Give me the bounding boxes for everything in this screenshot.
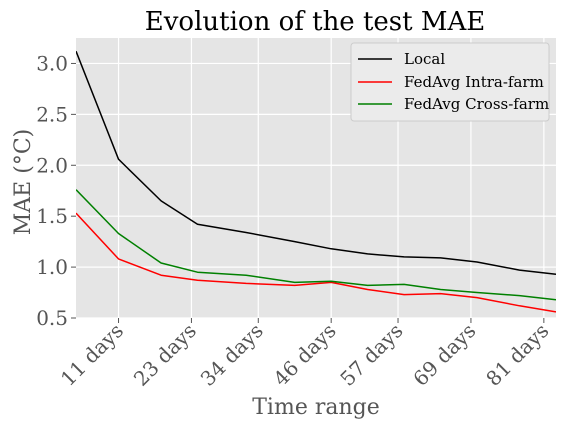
legend-box: [350, 42, 550, 122]
series-line-fedavg-intra-farm: [76, 212, 556, 313]
y-tick-label: 1.5: [36, 204, 68, 228]
y-tick-label: 3.0: [36, 51, 68, 75]
series-layer: [76, 50, 556, 313]
legend-item-local: Local: [358, 50, 445, 68]
x-tick-label: 46 days: [269, 319, 341, 391]
y-tick-label: 0.5: [36, 306, 68, 330]
legend: Local FedAvg Intra-farm FedAvg Cross-far…: [350, 42, 550, 122]
chart-title: Evolution of the test MAE: [145, 7, 485, 37]
legend-item-fedavg-cross-farm: FedAvg Cross-farm: [358, 95, 549, 113]
x-tick-label: 23 days: [129, 319, 201, 391]
x-tick-label: 34 days: [196, 319, 268, 391]
series-line-fedavg-cross-farm: [76, 189, 556, 301]
legend-label-fedavg-cross-farm: FedAvg Cross-farm: [404, 95, 549, 113]
y-axis-label: MAE (°C): [11, 129, 36, 235]
y-axis-ticks: 0.5 1.0 1.5 2.0 2.5 3.0: [36, 51, 76, 330]
y-tick-label: 2.5: [36, 102, 68, 126]
legend-label-local: Local: [404, 50, 445, 68]
legend-item-fedavg-intra-farm: FedAvg Intra-farm: [358, 73, 544, 91]
series-line-local: [76, 50, 556, 275]
y-tick-label: 2.0: [36, 153, 68, 177]
x-tick-label: 57 days: [335, 319, 407, 391]
x-tick-label: 69 days: [408, 319, 480, 391]
x-tick-label: 81 days: [481, 319, 553, 391]
legend-label-fedavg-intra-farm: FedAvg Intra-farm: [404, 73, 544, 91]
grid-lines: [76, 38, 556, 319]
y-tick-label: 1.0: [36, 255, 68, 279]
x-axis-label: Time range: [252, 395, 380, 420]
